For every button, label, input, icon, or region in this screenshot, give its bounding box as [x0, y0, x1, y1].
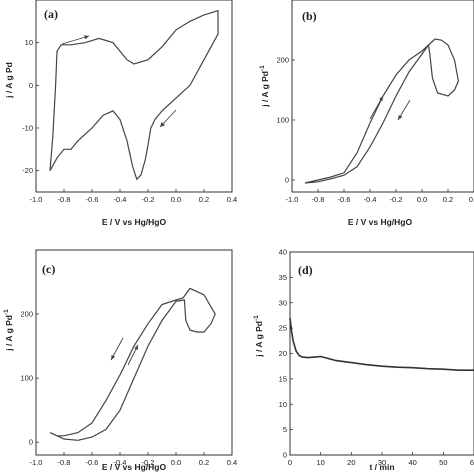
panel-a-ylabel: j / A g Pd [4, 62, 14, 99]
panel-a-cv-curve [49, 9, 219, 181]
panel-d-y-tick-label: 10 [279, 400, 287, 409]
panel-b-arrow-forward [369, 95, 384, 120]
panel-d-y-tick-label: 35 [279, 273, 287, 282]
panel-d-y-tick-label: 30 [279, 298, 287, 307]
panel-d-y-tick-label: 40 [279, 248, 287, 257]
panel-b: (b) -1.0 -0.8 -0.6 -0.4 -0.2 0.0 0.2 0.4 0 100 20… [259, 0, 474, 227]
panel-b-y-tick-label: 100 [276, 116, 289, 125]
panel-b-y-ticks: 0 100 200 [276, 56, 295, 185]
panel-a-x-tick-label: -0.4 [114, 195, 127, 204]
panel-d-y-tick-label: 15 [279, 374, 287, 383]
panel-d-chrono-curve [289, 317, 474, 371]
panel-d-y-tick-label: 0 [283, 451, 287, 460]
panel-d-x-tick-label: 60 [470, 458, 474, 467]
panel-c-arrow-forward [127, 344, 139, 366]
panel-b-ylabel-sup: -1 [259, 65, 266, 71]
panel-b-xlabel: E / V vs Hg/HgO [348, 217, 413, 227]
panel-d-x-tick-label: 30 [378, 458, 386, 467]
panel-b-ylabel: j / A g Pd-1 [259, 65, 270, 108]
panel-d-y-tick-label: 25 [279, 324, 287, 333]
panel-a-x-tick-label: -0.8 [58, 195, 71, 204]
panel-c-x-tick-label: -0.2 [142, 458, 155, 467]
panel-d-ylabel: j / A g Pd-1 [253, 315, 264, 358]
panel-d-xlabel: t / min [369, 462, 394, 472]
panel-c-x-tick-label: 0.0 [171, 458, 181, 467]
panel-c-y-ticks: 0 100 200 [20, 310, 39, 447]
panel-b-frame [291, 0, 474, 193]
panel-a-x-tick-label: -0.2 [142, 195, 155, 204]
panel-b-x-tick-label: -0.6 [338, 195, 351, 204]
panel-b-x-tick-label: 0.0 [417, 195, 427, 204]
panel-a-x-tick-label: 0.0 [171, 195, 181, 204]
panel-c-ylabel: j / A g Pd-1 [3, 309, 14, 352]
panel-b-x-ticks: -1.0 -0.8 -0.6 -0.4 -0.2 0.0 0.2 0.4 [286, 189, 474, 204]
panel-b-y-tick-label: 0 [285, 176, 289, 185]
panel-d-label: (d) [298, 263, 313, 277]
panel-c-x-ticks: -1.0 -0.8 -0.6 -0.4 -0.2 0.0 0.2 0.4 [30, 452, 237, 467]
panel-d-y-ticks: 0 5 10 15 20 25 30 35 40 [279, 248, 293, 460]
panel-c-x-tick-label: 0.4 [227, 458, 237, 467]
panel-a-y-tick-label: -10 [22, 124, 33, 133]
panel-c-x-tick-label: 0.2 [199, 458, 209, 467]
panel-c-y-tick-label: 200 [20, 310, 33, 319]
panel-a-arrow-reverse [159, 109, 177, 128]
panel-c: (c) -1.0 -0.8 -0.6 -0.4 -0.2 0.0 0.2 0.4 0 100 20… [3, 249, 237, 472]
panel-b-cv-curve [304, 38, 460, 184]
panel-a-y-tick-label: 10 [25, 38, 33, 47]
panel-d-x-tick-label: 20 [347, 458, 355, 467]
panel-b-x-tick-label: 0.2 [443, 195, 453, 204]
panel-a-frame [35, 0, 233, 193]
panel-c-xlabel: E / V vs Hg/HgO [102, 462, 167, 472]
panel-b-x-tick-label: 0.4 [469, 195, 474, 204]
panel-c-x-tick-label: -1.0 [30, 458, 43, 467]
panel-c-x-tick-label: -0.6 [86, 458, 99, 467]
panel-b-ylabel-text: j / A g Pd [260, 71, 270, 108]
panel-b-x-tick-label: -0.4 [364, 195, 377, 204]
panel-c-x-tick-label: -0.8 [58, 458, 71, 467]
panel-d-ylabel-text: j / A g Pd [254, 321, 264, 358]
panel-d-x-tick-label: 40 [408, 458, 416, 467]
panel-d-y-tick-label: 5 [283, 425, 287, 434]
panel-c-ylabel-text: j / A g Pd [4, 315, 14, 352]
panel-d-x-ticks: 0 10 20 30 40 50 60 [288, 452, 474, 467]
panel-a-x-ticks: -1.0 -0.8 -0.6 -0.4 -0.2 0.0 0.2 0.4 [30, 189, 237, 204]
panel-b-label: (b) [302, 9, 317, 23]
panel-a-arrow-forward [61, 35, 90, 45]
panel-a-x-tick-label: -1.0 [30, 195, 43, 204]
panel-c-frame [35, 249, 233, 456]
panel-d-y-tick-label: 20 [279, 349, 287, 358]
panel-a-y-ticks: -20 -10 0 10 [22, 38, 39, 175]
panel-a-xlabel: E / V vs Hg/HgO [102, 217, 167, 227]
panel-b-x-tick-label: -0.2 [390, 195, 403, 204]
panel-d-x-tick-label: 0 [288, 458, 292, 467]
panel-d: (d) 0 10 20 30 40 50 60 0 5 10 15 20 25 30 35 40 t / m… [253, 248, 474, 472]
panel-b-arrow-reverse [397, 99, 411, 121]
panel-a-y-tick-label: -20 [22, 166, 33, 175]
panel-d-x-tick-label: 50 [439, 458, 447, 467]
panel-c-cv-curve [49, 287, 216, 441]
panel-a-label: (a) [44, 7, 58, 21]
panel-c-arrow-reverse [110, 337, 124, 361]
panel-a-x-tick-label: 0.2 [199, 195, 209, 204]
panel-b-y-tick-label: 200 [276, 56, 289, 65]
panel-b-x-tick-label: -0.8 [312, 195, 325, 204]
panel-a-x-tick-label: 0.4 [227, 195, 237, 204]
panel-d-frame [289, 251, 474, 456]
panel-c-y-tick-label: 0 [29, 438, 33, 447]
panel-c-ylabel-sup: -1 [3, 309, 10, 315]
panel-c-label: (c) [42, 262, 55, 276]
panel-d-x-tick-label: 10 [316, 458, 324, 467]
panel-a-x-tick-label: -0.6 [86, 195, 99, 204]
panel-d-ylabel-sup: -1 [253, 315, 260, 321]
panel-a: (a) -1.0 -0.8 -0.6 -0.4 -0.2 0.0 0.2 0.4 -20 -10… [4, 0, 237, 227]
panel-c-x-tick-label: -0.4 [114, 458, 127, 467]
panel-a-y-tick-label: 0 [29, 81, 33, 90]
panel-b-x-tick-label: -1.0 [286, 195, 299, 204]
panel-c-y-tick-label: 100 [20, 374, 33, 383]
